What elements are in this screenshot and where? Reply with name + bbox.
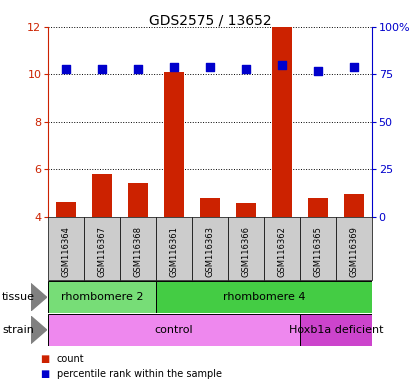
Bar [336,217,372,280]
Text: GSM116367: GSM116367 [98,226,107,277]
Text: Hoxb1a deficient: Hoxb1a deficient [289,325,383,335]
Point [315,68,321,74]
Bar [228,217,264,280]
Text: GSM116366: GSM116366 [241,226,250,277]
Point [171,64,177,70]
Bar [156,281,372,313]
Bar [200,198,220,217]
Point [99,66,105,72]
Point [278,62,285,68]
Bar [120,217,156,280]
Text: GDS2575 / 13652: GDS2575 / 13652 [149,13,271,27]
Text: GSM116362: GSM116362 [277,226,286,277]
Polygon shape [31,283,47,311]
Bar [344,194,364,217]
Text: GSM116368: GSM116368 [134,226,143,277]
Point [63,66,70,72]
Text: percentile rank within the sample: percentile rank within the sample [57,369,222,379]
Bar [128,182,148,217]
Bar [300,314,372,346]
Bar [156,217,192,280]
Text: rhombomere 2: rhombomere 2 [61,292,144,302]
Bar [48,314,300,346]
Bar [264,217,300,280]
Bar [300,217,336,280]
Point [350,64,357,70]
Bar [308,198,328,217]
Text: tissue: tissue [2,292,35,302]
Polygon shape [31,316,47,344]
Text: strain: strain [2,325,34,335]
Point [243,66,249,72]
Bar [84,217,120,280]
Text: GSM116363: GSM116363 [205,226,215,277]
Bar [48,281,156,313]
Bar [56,202,76,217]
Text: control: control [155,325,193,335]
Text: ■: ■ [40,354,49,364]
Bar [92,174,112,217]
Text: GSM116369: GSM116369 [349,226,358,277]
Text: rhombomere 4: rhombomere 4 [223,292,305,302]
Point [135,66,142,72]
Point [207,64,213,70]
Bar [164,72,184,217]
Bar [236,203,256,217]
Text: GSM116364: GSM116364 [62,226,71,277]
Text: GSM116361: GSM116361 [170,226,178,277]
Bar [272,27,292,217]
Text: count: count [57,354,84,364]
Text: ■: ■ [40,369,49,379]
Bar [192,217,228,280]
Text: GSM116365: GSM116365 [313,226,322,277]
Bar [48,217,84,280]
